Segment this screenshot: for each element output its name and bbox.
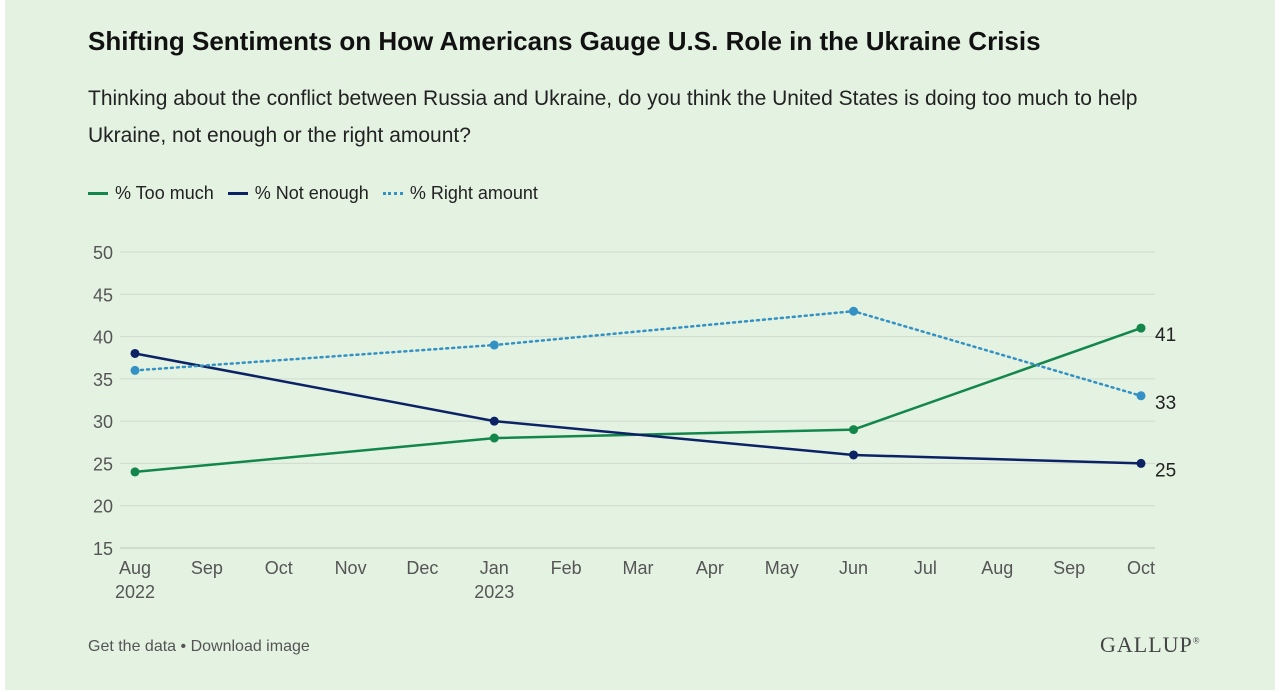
brand-name: GALLUP: [1100, 632, 1193, 657]
point-not-enough-3: [1136, 458, 1146, 468]
point-too-much-1: [489, 433, 499, 443]
y-tick-label-15: 15: [93, 539, 113, 559]
point-not-enough-0: [130, 348, 140, 358]
legend-swatch-right-amount: [382, 192, 403, 195]
legend-label-not-enough: % Not enough: [254, 183, 369, 203]
x-tick-label-14: Oct: [1127, 558, 1155, 578]
point-too-much-3: [1136, 323, 1146, 333]
legend-swatch-too-much: [88, 192, 108, 195]
series-lines: [133, 309, 1143, 474]
legend-item-too-much: % Too much: [88, 183, 214, 204]
point-too-much-2: [849, 425, 859, 435]
chart-card: [5, 0, 1275, 690]
legend-swatch-not-enough: [227, 192, 248, 195]
grid-lines: [120, 251, 1155, 549]
series-markers: [130, 306, 1146, 477]
x-tick-label-4: Dec: [406, 558, 438, 578]
series-line-too-much: [134, 326, 1142, 474]
y-tick-label-35: 35: [93, 370, 113, 390]
end-label-not-enough: 25: [1155, 460, 1176, 481]
footer-separator: •: [180, 638, 187, 655]
y-tick-label-50: 50: [93, 243, 113, 263]
point-not-enough-2: [849, 450, 859, 460]
x-tick-label-9: May: [765, 558, 799, 578]
x-tick-label-3: Nov: [335, 558, 367, 578]
x-tick-label-10: Jun: [839, 558, 868, 578]
point-right-amount-2: [849, 306, 859, 316]
y-tick-label-30: 30: [93, 412, 113, 432]
legend-label-right-amount: % Right amount: [409, 183, 538, 203]
y-tick-label-25: 25: [93, 454, 113, 474]
y-axis-ticks: 15 20 25 30 35 40 45 50: [93, 243, 113, 559]
x-tick-label-6: Feb: [551, 558, 582, 578]
end-label-right-amount: 33: [1155, 393, 1176, 414]
y-tick-label-20: 20: [93, 497, 113, 517]
legend-item-not-enough: % Not enough: [227, 183, 369, 204]
chart-subtitle: Thinking about the conflict between Russ…: [88, 87, 1138, 147]
gallup-logo: GALLUP®: [1100, 632, 1201, 658]
x-tick-label-0: Aug: [119, 558, 151, 578]
legend-item-right-amount: % Right amount: [382, 183, 538, 204]
x-tick-label-7: Mar: [623, 558, 654, 578]
legend-label-too-much: % Too much: [115, 183, 214, 203]
x-tick-year-5: 2023: [474, 582, 514, 602]
point-not-enough-1: [489, 416, 499, 426]
chart-legend: % Too much % Not enough % Right amount: [88, 183, 552, 204]
chart-title: Shifting Sentiments on How Americans Gau…: [88, 26, 1041, 56]
y-tick-label-40: 40: [93, 328, 113, 348]
point-right-amount-1: [489, 340, 499, 350]
point-right-amount-0: [130, 365, 140, 375]
series-line-not-enough: [134, 352, 1142, 465]
x-tick-label-8: Apr: [696, 558, 724, 578]
point-right-amount-3: [1136, 391, 1146, 401]
x-tick-label-2: Oct: [265, 558, 293, 578]
get-data-link[interactable]: Get the data: [88, 638, 177, 655]
end-labels: 41 25 33: [1155, 325, 1176, 481]
footer-links: Get the data • Download image: [88, 638, 310, 656]
x-axis-ticks: Aug 2022 Sep Oct Nov Dec Jan 2023 Feb Mar Apr May Ju…: [115, 558, 1155, 602]
x-tick-label-1: Sep: [191, 558, 223, 578]
x-tick-label-13: Sep: [1053, 558, 1085, 578]
x-tick-label-5: Jan: [480, 558, 509, 578]
series-line-right-amount: [133, 309, 1143, 398]
download-image-link[interactable]: Download image: [190, 638, 310, 655]
brand-registered-mark: ®: [1192, 635, 1201, 646]
point-too-much-0: [130, 467, 140, 477]
x-tick-label-12: Aug: [981, 558, 1013, 578]
x-tick-label-11: Jul: [914, 558, 937, 578]
y-tick-label-45: 45: [93, 285, 113, 305]
end-label-too-much: 41: [1155, 325, 1176, 346]
x-tick-year-0: 2022: [115, 582, 155, 602]
